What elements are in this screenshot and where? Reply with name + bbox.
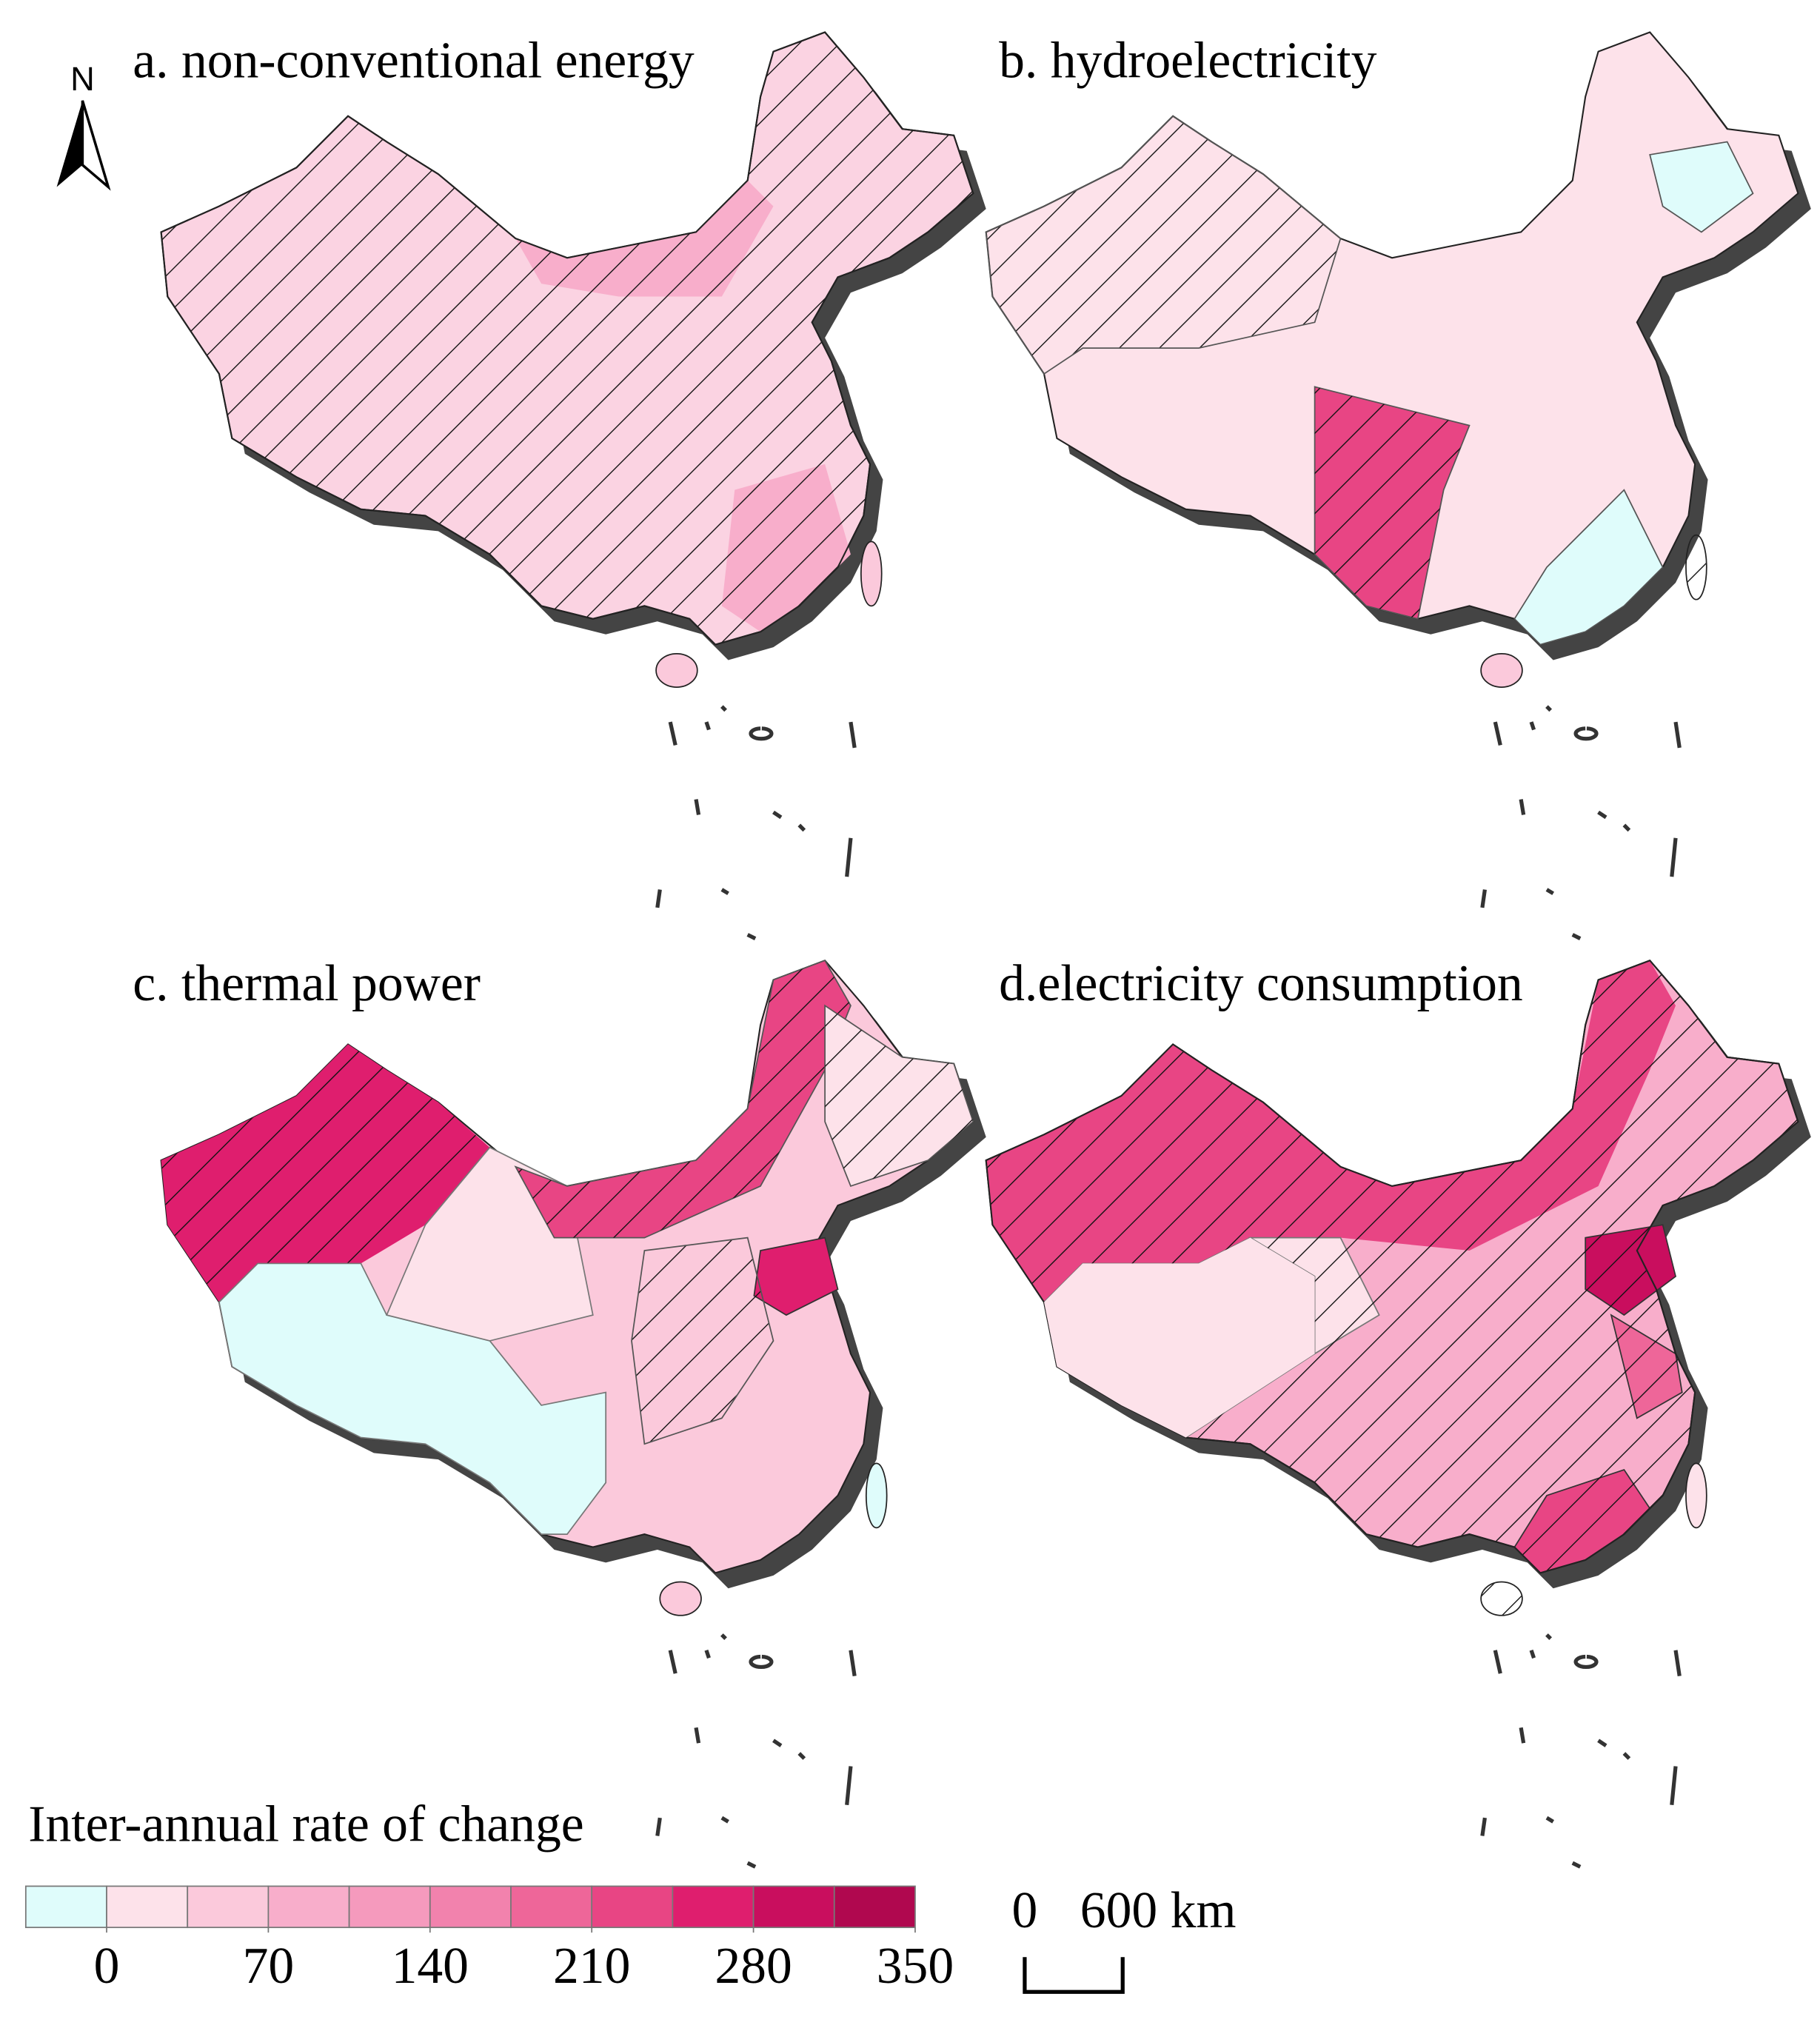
legend-swatch bbox=[752, 1885, 835, 1929]
panel-title: d.electricity consumption bbox=[999, 955, 1523, 1012]
island bbox=[659, 1581, 702, 1616]
region bbox=[161, 1044, 490, 1302]
map-panel-a: a. non-conventional energy bbox=[133, 31, 986, 938]
island bbox=[860, 541, 883, 607]
scale-start: 0 bbox=[1012, 1882, 1038, 1939]
legend-swatch bbox=[24, 1885, 107, 1929]
map-panel-d: d.electricity consumption bbox=[985, 955, 1811, 1867]
legend: Inter-annual rate of change 0 70 140 210 280… bbox=[24, 1796, 954, 1995]
region bbox=[1044, 1237, 1315, 1438]
legend-title: Inter-annual rate of change bbox=[28, 1796, 583, 1853]
panel-title: a. non-conventional energy bbox=[133, 32, 695, 89]
island bbox=[865, 1462, 888, 1529]
legend-swatch bbox=[348, 1885, 431, 1929]
island bbox=[1480, 652, 1523, 688]
legend-tick-label: 210 bbox=[553, 1938, 630, 1995]
legend-tick-label: 280 bbox=[715, 1938, 792, 1995]
region bbox=[218, 1262, 607, 1535]
island bbox=[1685, 534, 1707, 600]
legend-tick-label: 0 bbox=[94, 1938, 120, 1995]
region bbox=[631, 1236, 774, 1445]
north-arrow: N bbox=[56, 60, 111, 191]
legend-swatch bbox=[510, 1885, 593, 1929]
map-panel-b: b. hydroelectricity bbox=[985, 31, 1811, 938]
legend-swatch bbox=[429, 1885, 512, 1929]
legend-swatch bbox=[672, 1885, 755, 1929]
legend-swatch bbox=[591, 1885, 674, 1929]
legend-tick-label: 70 bbox=[243, 1938, 295, 1995]
legend-swatch bbox=[187, 1885, 270, 1929]
panel-title: c. thermal power bbox=[133, 955, 481, 1012]
map-panel-c: c. thermal power bbox=[133, 955, 986, 1867]
scale-end: 600 km bbox=[1080, 1882, 1237, 1939]
region bbox=[515, 960, 851, 1238]
region bbox=[985, 115, 1342, 375]
region bbox=[1314, 386, 1470, 619]
legend-swatch bbox=[106, 1885, 189, 1929]
island bbox=[655, 652, 698, 688]
island bbox=[1480, 1581, 1523, 1616]
legend-tick-label: 140 bbox=[392, 1938, 469, 1995]
legend-swatch bbox=[267, 1885, 350, 1929]
legend-swatch bbox=[833, 1885, 916, 1929]
scale-bar: 0 600 km bbox=[1012, 1882, 1237, 1994]
legend-tick-label: 350 bbox=[877, 1938, 954, 1995]
region bbox=[1649, 141, 1754, 233]
panel-title: b. hydroelectricity bbox=[999, 32, 1377, 89]
region bbox=[1513, 489, 1664, 646]
region bbox=[825, 1005, 974, 1186]
island bbox=[1685, 1462, 1707, 1529]
north-label: N bbox=[70, 60, 95, 98]
